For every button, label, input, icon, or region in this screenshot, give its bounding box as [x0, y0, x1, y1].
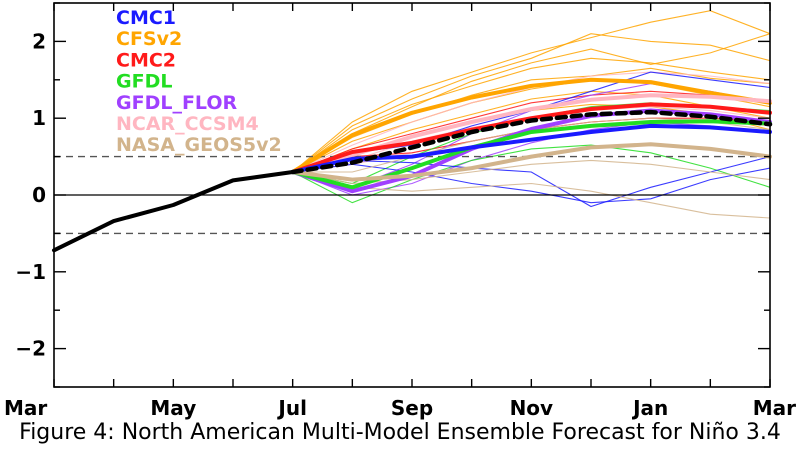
member-line-cfsv2-4: [292, 79, 771, 173]
x-tick-label: Jul: [276, 396, 307, 420]
legend-entry-nasa-geos5v2: NASA_GEOS5v2: [116, 134, 282, 156]
member-line-cfsv2-0: [292, 10, 771, 173]
x-tick-label: Mar: [753, 396, 796, 420]
member-line-nasa-geos5v2-20: [292, 171, 771, 219]
y-tick-label: −1: [15, 260, 46, 284]
member-line-cfsv2-7: [292, 33, 771, 173]
series-line-gfdl: [290, 119, 772, 190]
reference-lines: [54, 155, 770, 235]
y-tick-label: 0: [32, 183, 46, 207]
legend-entry-cmc2: CMC2: [116, 49, 176, 71]
legend-entry-ncar-ccsm4: NCAR_CCSM4: [116, 113, 259, 135]
y-tick-label: −2: [15, 337, 46, 361]
series-line-gfdl-flor: [290, 108, 772, 194]
member-line-gfdl-flor-14: [292, 121, 771, 196]
series-line-ensemble-mean: [290, 109, 773, 175]
x-tick-label: Jan: [631, 396, 668, 420]
axes: [53, 2, 771, 388]
series-line-cfsv2: [290, 77, 772, 174]
legend-entry-cmc1: CMC1: [116, 7, 176, 29]
member-line-gfdl-15: [292, 144, 771, 204]
x-tick-label: Sep: [391, 396, 433, 420]
series-line-cmc2: [290, 102, 772, 174]
x-tick-label: Nov: [510, 396, 554, 420]
y-tick-label: 2: [32, 29, 46, 53]
legend-entry-gfdl-flor: GFDL_FLOR: [116, 92, 238, 114]
legend-entry-gfdl: GFDL: [116, 71, 172, 93]
legend-entry-cfsv2: CFSv2: [116, 28, 182, 50]
figure-caption: Figure 4: North American Multi-Model Ens…: [19, 420, 781, 445]
legend: CMC1CFSv2CMC2GFDLGFDL_FLORNCAR_CCSM4NASA…: [116, 7, 282, 156]
y-tick-label: 1: [32, 106, 46, 130]
series-lines: [52, 77, 773, 253]
member-line-cfsv2-5: [292, 90, 771, 173]
member-line-cmc1-19: [292, 156, 771, 208]
series-line-nasa-geos5v2: [290, 142, 772, 182]
x-tick-label: May: [150, 396, 196, 420]
series-line-observed: [52, 170, 295, 253]
member-line-cmc2-11: [292, 90, 771, 173]
member-line-cfsv2-2: [292, 57, 771, 173]
x-tick-label: Mar: [4, 396, 47, 420]
member-line-cfsv2-1: [292, 33, 771, 173]
tick-labels: Mar May Jul Sep Nov Jan Mar −2 −1 0 1 2: [4, 29, 796, 420]
